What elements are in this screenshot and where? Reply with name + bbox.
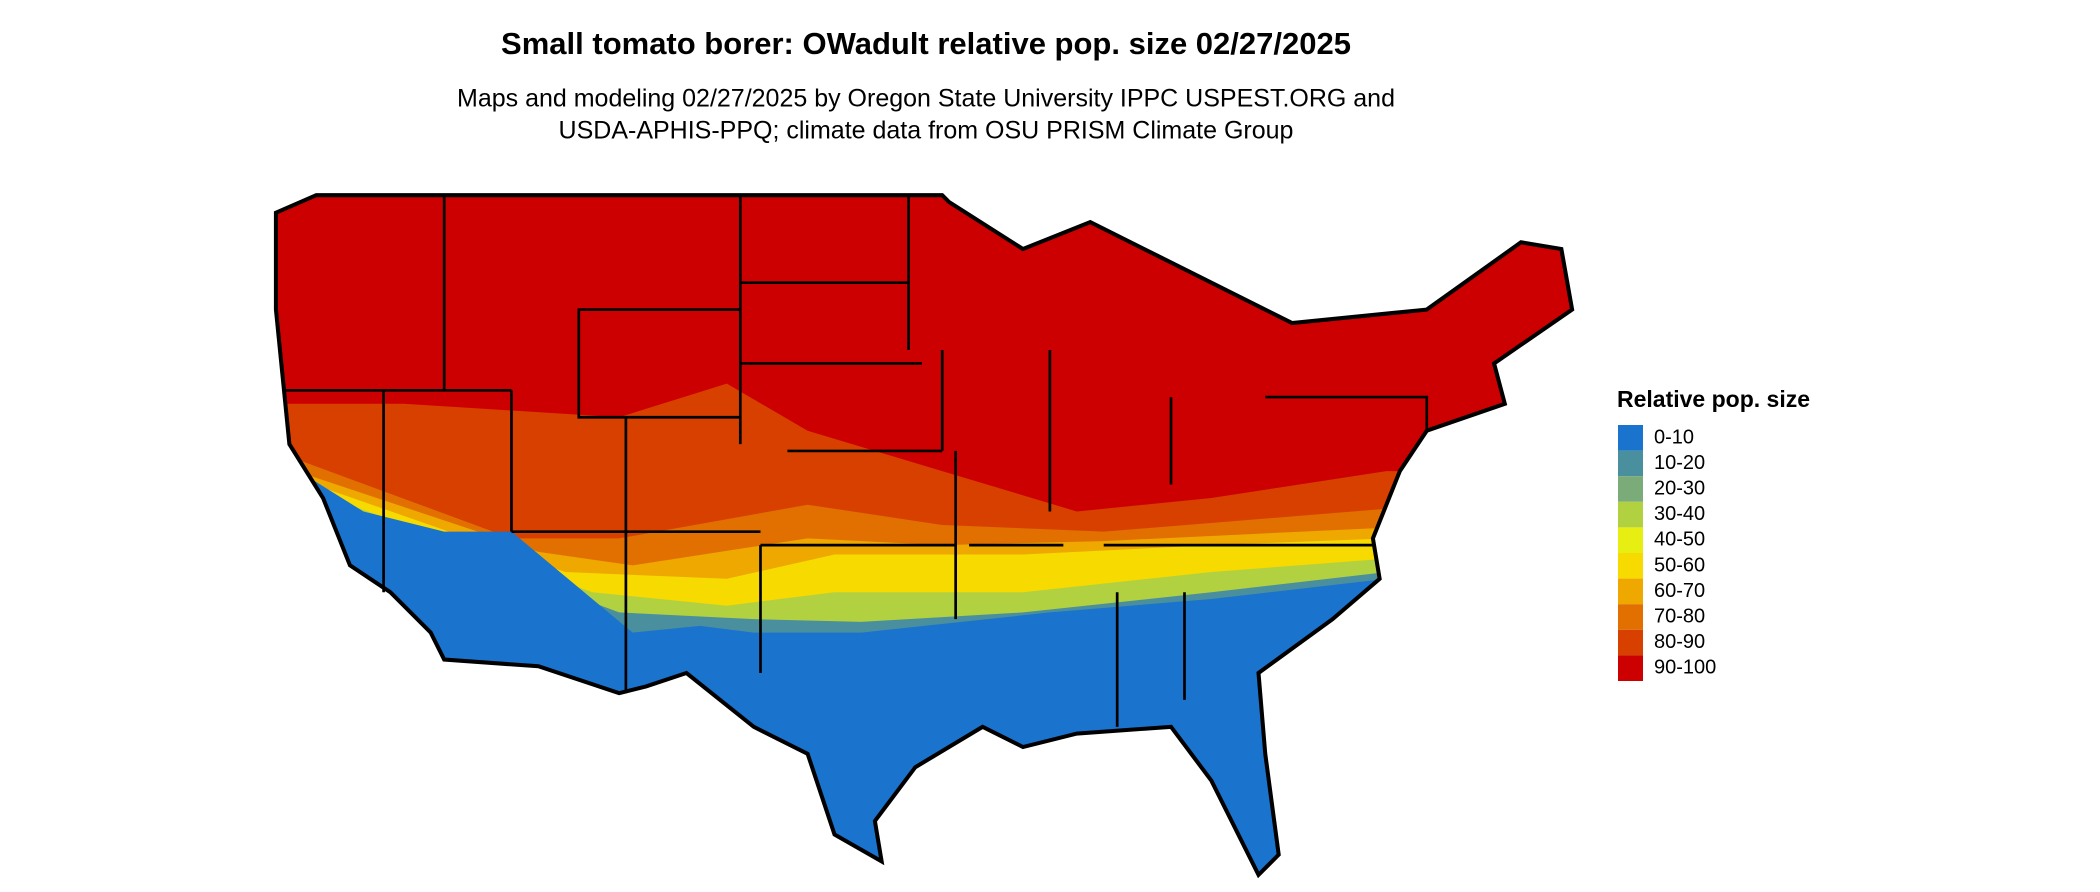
legend-swatch xyxy=(1618,578,1643,605)
legend-label: 80-90 xyxy=(1654,631,1705,653)
legend-swatch xyxy=(1618,604,1643,630)
legend-swatch xyxy=(1618,629,1643,656)
legend-swatch xyxy=(1618,655,1643,681)
map-title: Small tomato borer: OWadult relative pop… xyxy=(501,26,1351,61)
legend-swatch xyxy=(1618,527,1643,553)
legend-label: 40-50 xyxy=(1654,529,1705,551)
legend-label: 30-40 xyxy=(1654,503,1705,525)
legend-label: 90-100 xyxy=(1654,657,1716,679)
legend-label: 50-60 xyxy=(1654,554,1705,576)
legend-swatch xyxy=(1618,553,1643,579)
legend-swatch xyxy=(1618,425,1643,451)
legend-label: 10-20 xyxy=(1654,452,1705,474)
state-borders xyxy=(282,195,1429,727)
legend-label: 0-10 xyxy=(1654,426,1694,448)
legend-title: Relative pop. size xyxy=(1617,386,1810,412)
legend-swatch xyxy=(1618,476,1643,502)
legend: 0-10 10-20 20-30 30-40 40-50 50-60 60-70 70-80 8… xyxy=(1618,425,1716,681)
legend-label: 20-30 xyxy=(1654,477,1705,499)
map-subtitle: Maps and modeling 02/27/2025 by Oregon S… xyxy=(457,85,1395,113)
legend-swatch xyxy=(1618,501,1643,528)
us-map xyxy=(256,175,1615,892)
legend-label: 60-70 xyxy=(1654,580,1705,602)
map-subtitle: USDA-APHIS-PPQ; climate data from OSU PR… xyxy=(559,117,1294,145)
legend-swatch xyxy=(1618,450,1643,477)
legend-label: 70-80 xyxy=(1654,605,1705,627)
